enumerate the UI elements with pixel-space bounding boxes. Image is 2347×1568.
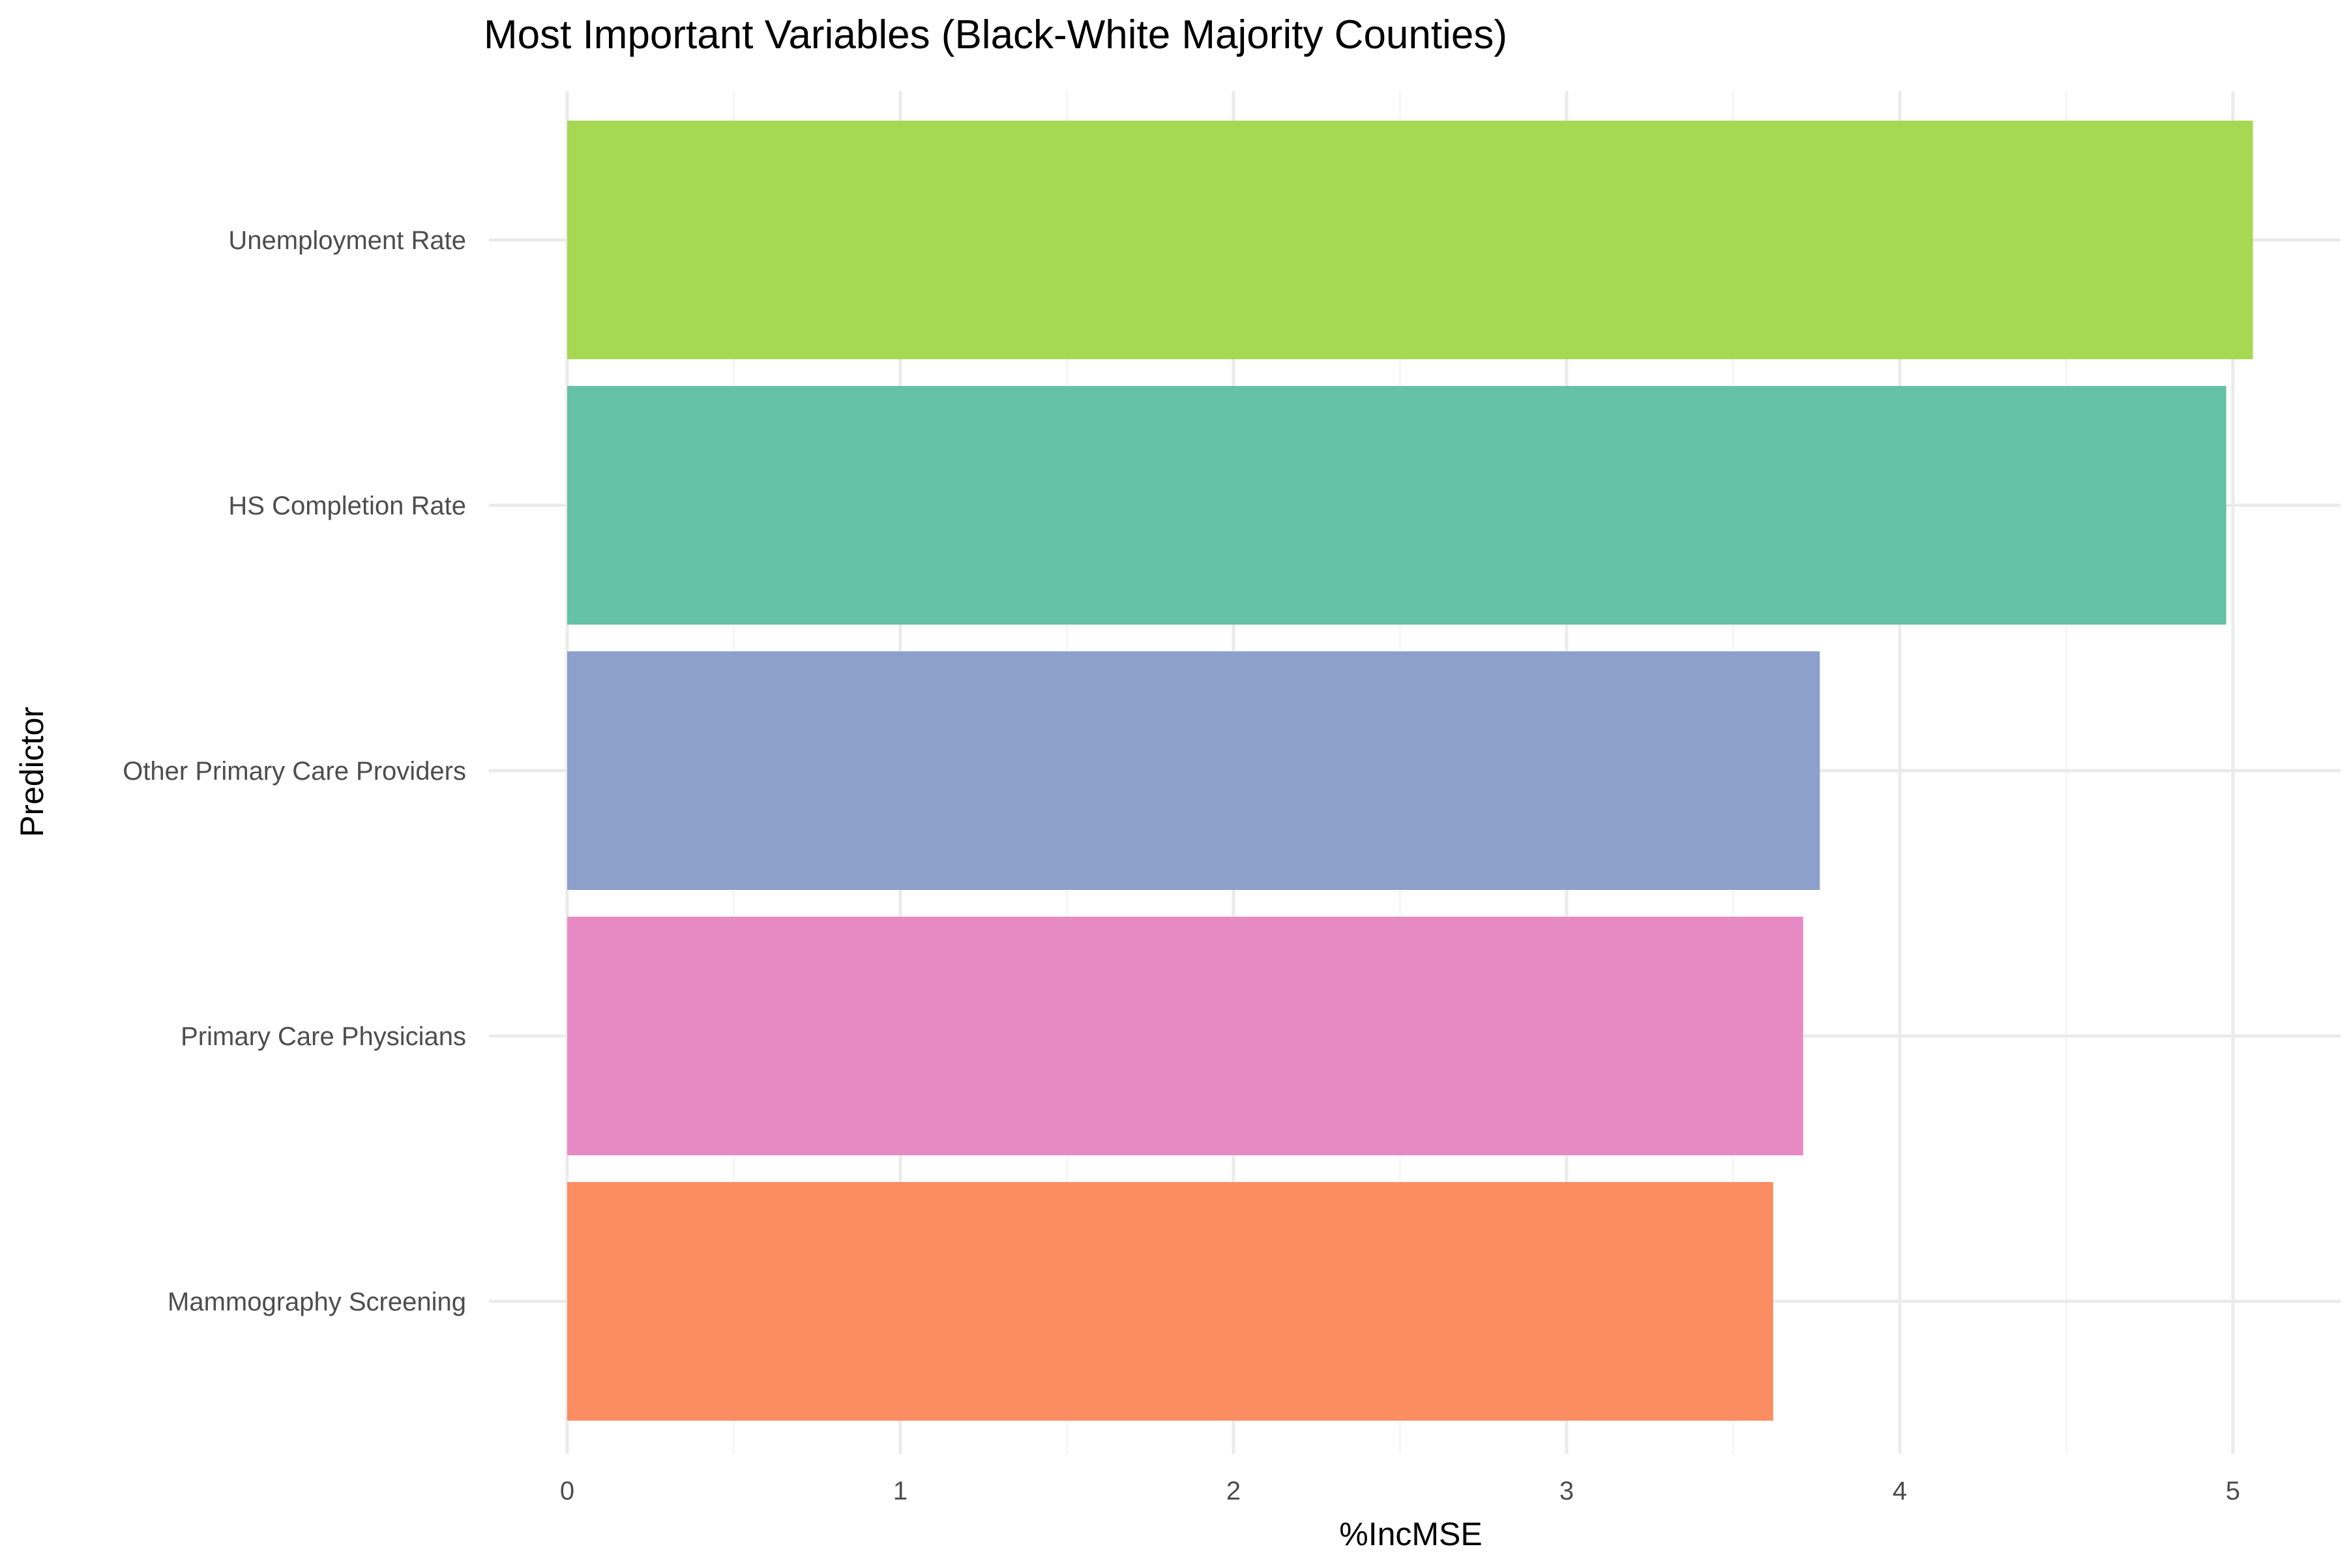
bar-layer [567,121,2253,1421]
x-tick-label: 2 [1226,1477,1241,1505]
x-tick-label: 4 [1893,1477,1907,1505]
label-layer: Unemployment Rate HS Completion Rate Other… [123,226,2240,1505]
y-tick-label: Mammography Screening [168,1288,466,1316]
x-axis-title: %IncMSE [1339,1516,1483,1552]
y-tick-label: HS Completion Rate [228,492,466,520]
y-axis-title: Predictor [14,707,50,837]
bar-primary-care-physicians [567,917,1803,1155]
y-tick-label: Primary Care Physicians [181,1022,466,1051]
bar-mammography-screening [567,1182,1773,1421]
bar-unemployment-rate [567,121,2253,359]
bar-other-primary-care-providers [567,651,1820,890]
x-tick-label: 3 [1559,1477,1574,1505]
x-tick-label: 0 [560,1477,574,1505]
y-tick-label: Unemployment Rate [228,226,466,255]
y-tick-label: Other Primary Care Providers [123,757,466,786]
x-tick-label: 1 [893,1477,908,1505]
x-tick-label: 5 [2226,1477,2240,1505]
chart-title: Most Important Variables (Black-White Ma… [484,12,1507,57]
bar-hs-completion-rate [567,386,2226,625]
